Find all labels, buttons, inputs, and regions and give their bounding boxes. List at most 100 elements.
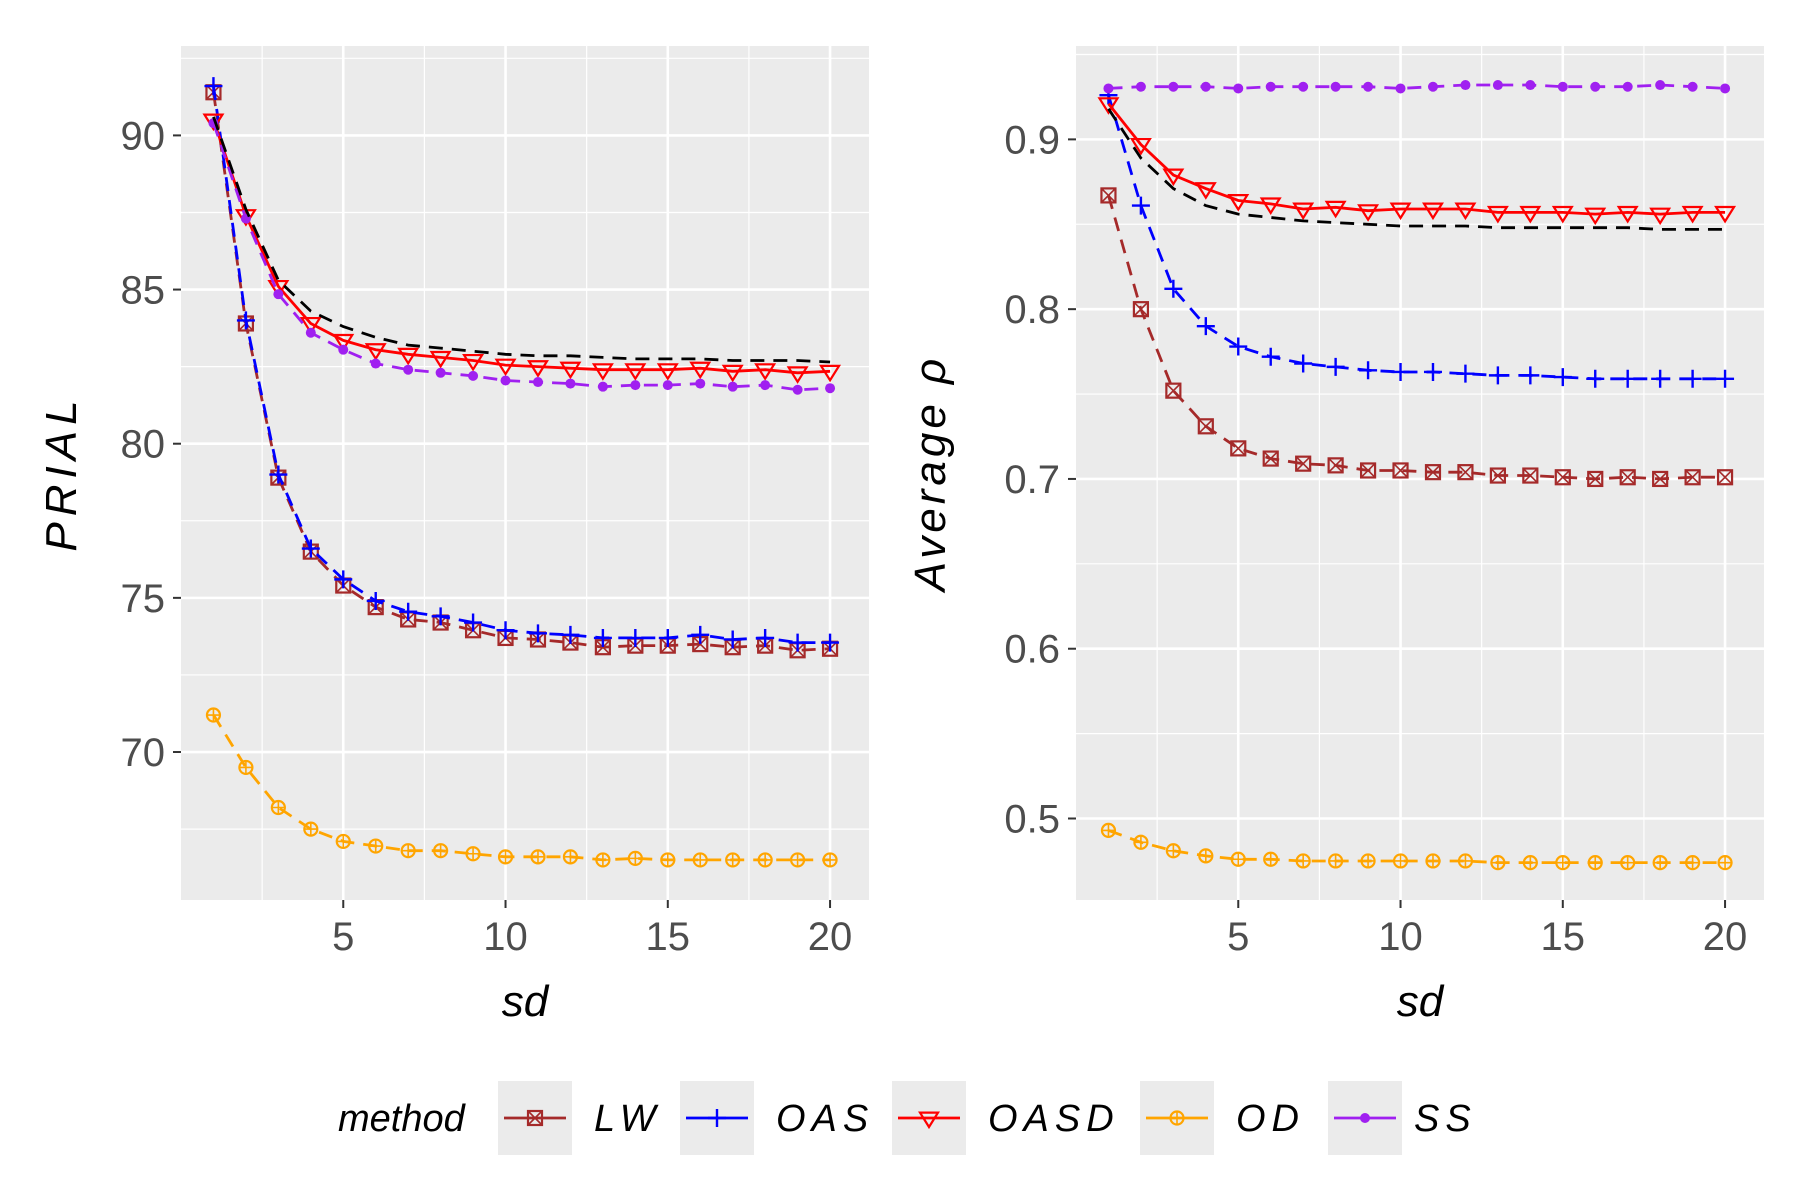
data-point (403, 364, 414, 375)
data-point (1229, 337, 1248, 356)
x-tick-label: 10 (1378, 915, 1423, 959)
data-point-cross (1523, 856, 1537, 870)
data-point-cross (1199, 849, 1213, 863)
data-point (429, 350, 452, 369)
plot-background (1076, 46, 1764, 900)
data-point (1427, 81, 1438, 92)
data-point (1489, 467, 1506, 484)
data-point (267, 279, 290, 298)
data-point (1132, 301, 1150, 318)
data-point-cross (1620, 469, 1636, 485)
data-point-cross (1134, 835, 1148, 849)
data-point-cross (1360, 462, 1376, 479)
y-tick-label: 0.7 (1004, 458, 1060, 502)
data-point-cross (1685, 469, 1701, 485)
data-point (1681, 205, 1704, 224)
data-point (1720, 83, 1731, 94)
data-point-cross (1133, 301, 1149, 317)
legend-label-ss: SS (1414, 1098, 1477, 1140)
data-point (1716, 369, 1735, 388)
data-point (1265, 81, 1276, 92)
data-point (727, 381, 738, 392)
series-od (205, 707, 838, 868)
data-point-cross (791, 853, 805, 867)
data-point-cross (1588, 856, 1602, 870)
data-point (754, 363, 777, 381)
data-point-cross (1198, 418, 1214, 434)
series-oasd (202, 113, 842, 384)
data-point (1227, 194, 1250, 212)
data-point-cross (1652, 471, 1668, 487)
right-panel: 5 10 15 20 0.5 0.6 0.7 0.8 0.9 sd Average ρ (906, 46, 1764, 1026)
data-point (624, 363, 647, 381)
data-point-cross (823, 853, 837, 867)
data-point-cross (1165, 383, 1181, 399)
data-point-cross (1425, 464, 1441, 480)
series-ss (1103, 80, 1731, 94)
data-point-cross (369, 839, 383, 853)
data-point (1519, 205, 1542, 224)
data-point (1326, 357, 1345, 376)
data-point (1525, 80, 1536, 91)
data-point (1259, 197, 1282, 215)
data-point (1295, 455, 1312, 472)
data-point-cross (1263, 451, 1279, 467)
series-line (1107, 195, 1726, 481)
data-point (1135, 81, 1146, 92)
data-point-cross (1100, 187, 1117, 203)
data-point-cross (1555, 469, 1571, 485)
data-point (626, 628, 645, 647)
data-point (1324, 200, 1347, 219)
data-point (1129, 137, 1152, 156)
data-point-cross (1101, 823, 1115, 837)
series-line (212, 116, 831, 364)
data-point (1359, 361, 1378, 380)
data-point (1294, 354, 1313, 373)
data-point (1391, 362, 1410, 381)
data-point (1553, 368, 1572, 387)
data-point (1587, 470, 1604, 488)
data-point (435, 367, 446, 378)
series-reference (212, 116, 831, 364)
data-point (1716, 469, 1734, 486)
data-point (1649, 207, 1672, 226)
data-point-cross (596, 853, 610, 867)
data-point (821, 633, 840, 652)
data-point (1683, 369, 1702, 388)
y-tick-label: 0.6 (1004, 628, 1060, 672)
data-point (273, 289, 284, 300)
data-point (788, 633, 807, 652)
data-point-cross (628, 851, 642, 865)
data-point (1488, 366, 1507, 385)
data-point (462, 353, 485, 372)
series-od (1100, 822, 1733, 871)
series-reference (1107, 108, 1726, 231)
data-point (1652, 470, 1669, 488)
data-point (1521, 366, 1540, 385)
data-point (364, 343, 387, 361)
data-point-cross (1717, 469, 1733, 485)
x-tick-label: 5 (1227, 915, 1249, 959)
data-point (1230, 440, 1247, 457)
data-point (721, 364, 744, 383)
data-point (565, 378, 576, 389)
data-point (1590, 81, 1601, 92)
data-point-cross (1458, 854, 1472, 868)
data-point (1298, 81, 1309, 92)
series-line (1107, 108, 1726, 231)
data-point-cross (595, 639, 611, 655)
data-point (1687, 81, 1698, 92)
data-point (1363, 81, 1374, 92)
data-point (1492, 80, 1503, 91)
data-point-cross (1621, 856, 1635, 870)
data-point (1554, 469, 1571, 486)
x-tick-label: 15 (646, 915, 691, 959)
data-point (399, 602, 418, 621)
data-point (1456, 364, 1475, 383)
data-point-cross (401, 844, 415, 858)
data-point (1460, 80, 1471, 91)
data-point (1651, 369, 1670, 388)
data-point-cross (563, 850, 577, 864)
data-point (1330, 81, 1341, 92)
data-point-cross (1392, 462, 1409, 479)
